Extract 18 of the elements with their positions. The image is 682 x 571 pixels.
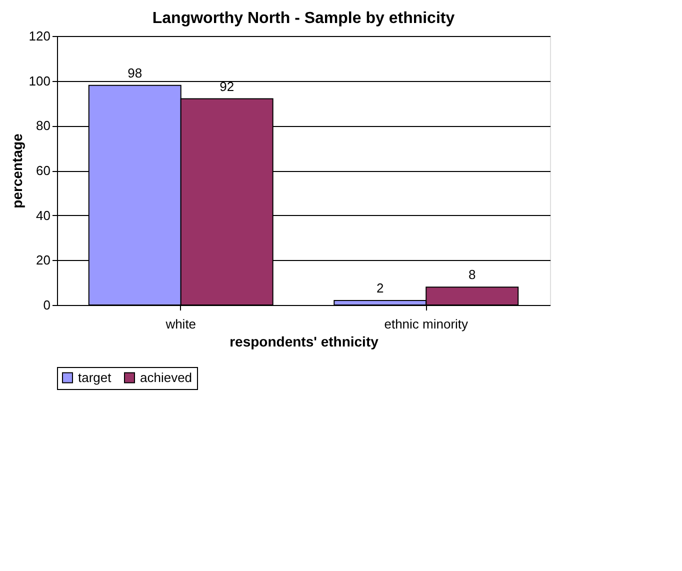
legend-label: target [78,370,112,385]
y-tick-label: 40 [36,208,50,223]
x-tick-label: ethnic minority [384,316,469,332]
y-tick-label: 60 [36,163,50,178]
x-axis-title: respondents' ethnicity [230,334,379,350]
legend-label: achieved [140,370,192,385]
data-label: 8 [468,267,476,282]
y-tick-label: 100 [28,73,50,88]
y-tick-label: 0 [43,298,50,312]
data-label: 2 [376,280,384,296]
data-label: 92 [220,78,234,94]
y-tick-label: 80 [36,118,50,134]
x-tick-label: white [164,316,196,332]
y-tick-label: 120 [28,28,50,44]
y-axis-title: percentage [8,133,25,208]
chart-title: Langworthy North - Sample by ethnicity [152,10,455,27]
y-tick-label: 20 [36,252,50,268]
data-label: 98 [128,65,142,80]
